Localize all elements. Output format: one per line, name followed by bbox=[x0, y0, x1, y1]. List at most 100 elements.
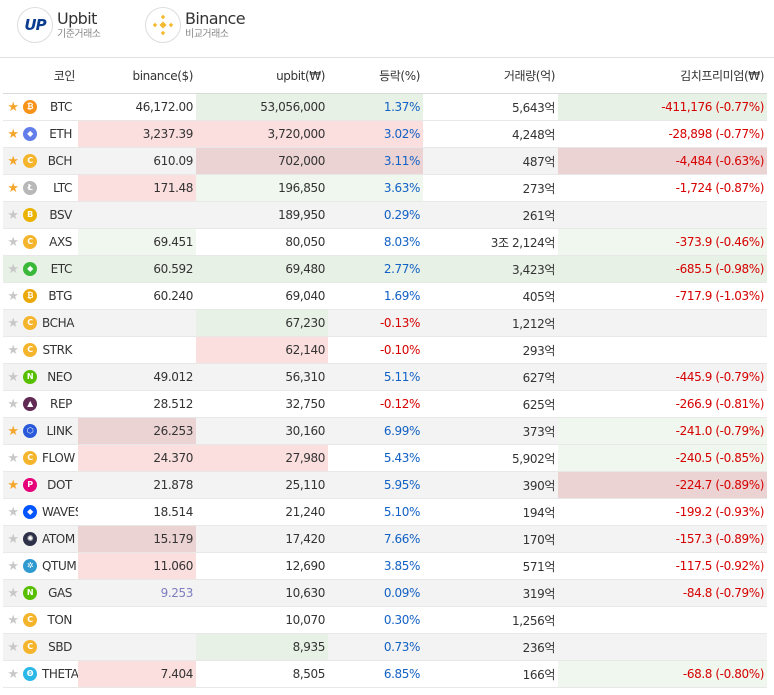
favorite-star-icon[interactable]: ★ bbox=[7, 585, 19, 601]
coin-symbol[interactable]: FLOW bbox=[42, 451, 75, 465]
column-header-volume[interactable]: 거래량(억) bbox=[423, 58, 558, 94]
favorite-star-icon[interactable]: ★ bbox=[7, 639, 19, 655]
binance-price: 9.253 bbox=[78, 579, 196, 607]
coin-symbol[interactable]: LINK bbox=[46, 424, 73, 438]
table-row[interactable]: ★ C SBD 8,935 0.73% 236억 bbox=[3, 633, 767, 661]
table-row[interactable]: ★ ⬡ LINK 26.253 30,160 6.99% 373억 -241.0 (-0.79… bbox=[3, 417, 767, 445]
coin-symbol[interactable]: BTG bbox=[48, 289, 72, 303]
table-row[interactable]: ★ ✺ ATOM 15.179 17,420 7.66% 170억 -157.3 (-0.89… bbox=[3, 525, 767, 553]
table-row[interactable]: ★ ₿ BTC 46,172.00 53,056,000 1.37% 5,643억 -411,… bbox=[3, 93, 767, 121]
favorite-star-icon[interactable]: ★ bbox=[7, 666, 19, 682]
coin-cell: ★ Ł LTC bbox=[3, 174, 78, 202]
coin-symbol[interactable]: ETH bbox=[49, 127, 72, 141]
coin-symbol[interactable]: BCH bbox=[47, 154, 73, 168]
bitcoin-icon: ₿ bbox=[23, 100, 37, 114]
binance-price: 3,237.39 bbox=[78, 120, 196, 148]
upbit-price: 67,230 bbox=[196, 309, 328, 337]
upbit-price: 10,630 bbox=[196, 579, 328, 607]
coin-cell: ★ ◆ ETH bbox=[3, 120, 78, 148]
upbit-price: 27,980 bbox=[196, 444, 328, 472]
table-row[interactable]: ★ ◆ ETH 3,237.39 3,720,000 3.02% 4,248억 -28,898… bbox=[3, 120, 767, 148]
table-row[interactable]: ★ N GAS 9.253 10,630 0.09% 319억 -84.8 (-0.79%) bbox=[3, 579, 767, 607]
column-header-premium[interactable]: 김치프리미엄(₩) bbox=[558, 58, 767, 94]
table-row[interactable]: ★ C BCH 610.09 702,000 3.11% 487억 -4,484 (-0.63… bbox=[3, 147, 767, 175]
coin-symbol[interactable]: REP bbox=[50, 397, 72, 411]
favorite-star-icon[interactable]: ★ bbox=[7, 99, 19, 115]
upbit-price: 69,480 bbox=[196, 255, 328, 283]
coin-cell: ★ P DOT bbox=[3, 471, 78, 499]
upbit-exchange-button[interactable]: UP Upbit 기준거래소 bbox=[17, 7, 101, 43]
coin-symbol[interactable]: BSV bbox=[49, 208, 72, 222]
table-row[interactable]: ★ C TON 10,070 0.30% 1,256억 bbox=[3, 606, 767, 634]
favorite-star-icon[interactable]: ★ bbox=[7, 558, 19, 574]
coin-symbol[interactable]: BTC bbox=[49, 100, 72, 114]
table-row[interactable]: ★ C STRK 62,140 -0.10% 293억 bbox=[3, 336, 767, 364]
coin-cell: ★ N NEO bbox=[3, 363, 78, 391]
binance-price: 610.09 bbox=[78, 147, 196, 175]
kimchi-premium: -717.9 (-1.03%) bbox=[558, 282, 767, 310]
column-header-change[interactable]: 등락(%) bbox=[328, 58, 423, 94]
coin-symbol[interactable]: ATOM bbox=[42, 532, 75, 546]
column-header-binance[interactable]: binance($) bbox=[78, 58, 196, 94]
favorite-star-icon[interactable]: ★ bbox=[7, 153, 19, 169]
table-row[interactable]: ★ ◆ ETC 60.592 69,480 2.77% 3,423억 -685.5 (-0.9… bbox=[3, 255, 767, 283]
favorite-star-icon[interactable]: ★ bbox=[7, 342, 19, 358]
table-header: 코인 binance($) upbit(₩) 등락(%) 거래량(억) 김치프리… bbox=[3, 58, 767, 94]
table-row[interactable]: ★ ₿ BTG 60.240 69,040 1.69% 405억 -717.9 (-1.03%… bbox=[3, 282, 767, 310]
coin-cell: ★ ◆ ETC bbox=[3, 255, 78, 283]
change-percent: 7.66% bbox=[328, 525, 423, 553]
favorite-star-icon[interactable]: ★ bbox=[7, 234, 19, 250]
favorite-star-icon[interactable]: ★ bbox=[7, 126, 19, 142]
favorite-star-icon[interactable]: ★ bbox=[7, 504, 19, 520]
favorite-star-icon[interactable]: ★ bbox=[7, 315, 19, 331]
kimchi-premium bbox=[558, 201, 767, 229]
favorite-star-icon[interactable]: ★ bbox=[7, 261, 19, 277]
change-percent: 3.02% bbox=[328, 120, 423, 148]
binance-price bbox=[78, 201, 196, 229]
bitcoin-cash-icon: C bbox=[23, 154, 37, 168]
coin-symbol[interactable]: SBD bbox=[48, 640, 72, 654]
volume: 1,212억 bbox=[423, 309, 558, 337]
table-row[interactable]: ★ C AXS 69.451 80,050 8.03% 3조 2,124억 -373.9 (-… bbox=[3, 228, 767, 256]
favorite-star-icon[interactable]: ★ bbox=[7, 369, 19, 385]
favorite-star-icon[interactable]: ★ bbox=[7, 207, 19, 223]
binance-price bbox=[78, 336, 196, 364]
table-row[interactable]: ★ C BCHA 67,230 -0.13% 1,212억 bbox=[3, 309, 767, 337]
coin-cell: ★ C SBD bbox=[3, 633, 78, 661]
coin-symbol[interactable]: DOT bbox=[47, 478, 72, 492]
coin-symbol[interactable]: STRK bbox=[42, 343, 72, 357]
table-row[interactable]: ★ C FLOW 24.370 27,980 5.43% 5,902억 -240.5 (-0.… bbox=[3, 444, 767, 472]
favorite-star-icon[interactable]: ★ bbox=[7, 450, 19, 466]
coin-symbol[interactable]: LTC bbox=[53, 181, 72, 195]
favorite-star-icon[interactable]: ★ bbox=[7, 396, 19, 412]
table-row[interactable]: ★ P DOT 21.878 25,110 5.95% 390억 -224.7 (-0.89%… bbox=[3, 471, 767, 499]
favorite-star-icon[interactable]: ★ bbox=[7, 180, 19, 196]
coin-symbol[interactable]: QTUM bbox=[42, 559, 77, 573]
column-header-coin[interactable]: 코인 bbox=[3, 58, 78, 94]
table-row[interactable]: ★ N NEO 49.012 56,310 5.11% 627억 -445.9 (-0.79%… bbox=[3, 363, 767, 391]
table-row[interactable]: ★ ✲ QTUM 11.060 12,690 3.85% 571억 -117.5 (-0.92… bbox=[3, 552, 767, 580]
coin-symbol[interactable]: BCHA bbox=[42, 316, 75, 330]
table-row[interactable]: ★ ▲ REP 28.512 32,750 -0.12% 625억 -266.9 (-0.81… bbox=[3, 390, 767, 418]
coin-symbol[interactable]: WAVES bbox=[42, 505, 78, 519]
favorite-star-icon[interactable]: ★ bbox=[7, 477, 19, 493]
coin-symbol[interactable]: TON bbox=[47, 613, 72, 627]
coin-symbol[interactable]: ETC bbox=[50, 262, 73, 276]
coin-symbol[interactable]: NEO bbox=[47, 370, 72, 384]
favorite-star-icon[interactable]: ★ bbox=[7, 423, 19, 439]
change-percent: 1.69% bbox=[328, 282, 423, 310]
coin-symbol[interactable]: AXS bbox=[49, 235, 72, 249]
favorite-star-icon[interactable]: ★ bbox=[7, 531, 19, 547]
favorite-star-icon[interactable]: ★ bbox=[7, 288, 19, 304]
change-percent: 0.29% bbox=[328, 201, 423, 229]
polkadot-icon: P bbox=[23, 478, 37, 492]
table-row[interactable]: ★ Θ THETA 7.404 8,505 6.85% 166억 -68.8 (-0.80%) bbox=[3, 660, 767, 688]
table-row[interactable]: ★ Ł LTC 171.48 196,850 3.63% 273억 -1,724 (-0.87… bbox=[3, 174, 767, 202]
coin-symbol[interactable]: THETA bbox=[42, 667, 78, 681]
coin-symbol[interactable]: GAS bbox=[48, 586, 72, 600]
table-row[interactable]: ★ B BSV 189,950 0.29% 261억 bbox=[3, 201, 767, 229]
column-header-upbit[interactable]: upbit(₩) bbox=[196, 58, 328, 94]
favorite-star-icon[interactable]: ★ bbox=[7, 612, 19, 628]
binance-exchange-button[interactable]: Binance 비교거래소 bbox=[145, 7, 246, 43]
